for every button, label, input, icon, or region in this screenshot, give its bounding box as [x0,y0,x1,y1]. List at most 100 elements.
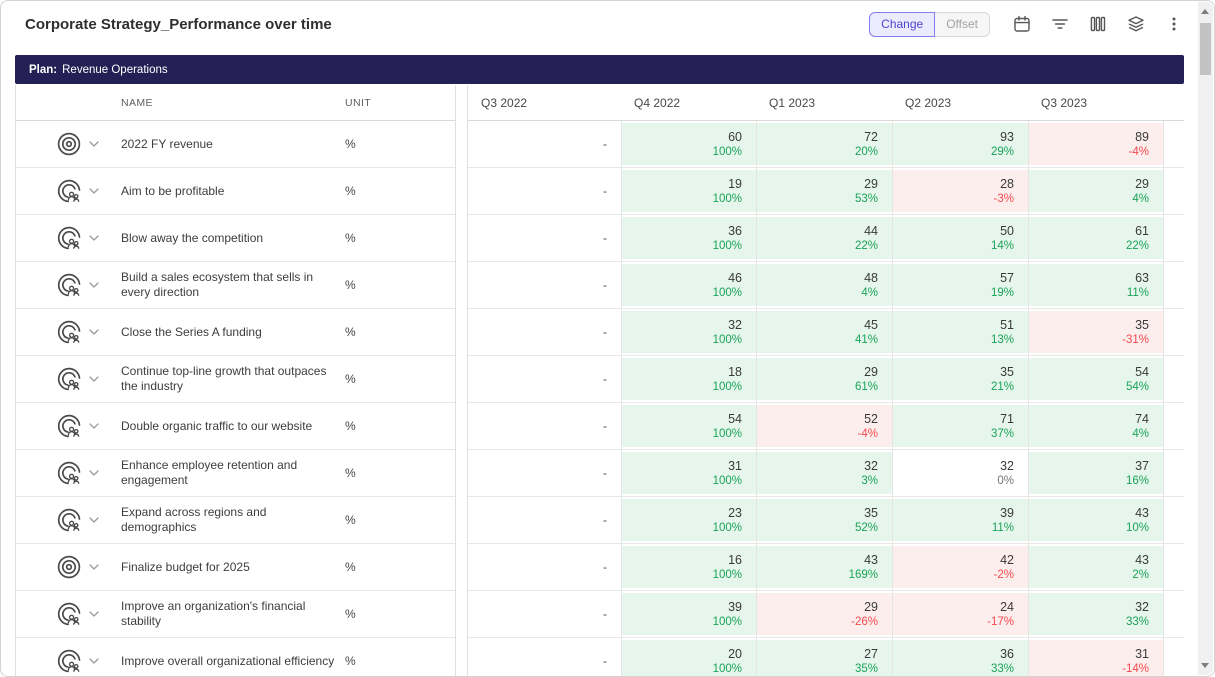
value-cell[interactable]: 31 -14% [1028,638,1163,676]
value-cell[interactable]: 44 22% [756,215,892,261]
value-cell[interactable]: 46 100% [621,262,756,308]
chevron-down-icon[interactable] [89,517,99,523]
value-cell[interactable]: 54 54% [1028,356,1163,402]
table-row[interactable]: Close the Series A funding% [16,309,455,356]
value-cell[interactable]: 36 100% [621,215,756,261]
value-cell[interactable]: 36 33% [892,638,1028,676]
chevron-down-icon[interactable] [89,235,99,241]
chevron-down-icon[interactable] [89,141,99,147]
value-cell[interactable]: 43 10% [1028,497,1163,543]
value-cell[interactable]: 93 29% [892,121,1028,167]
value-cell[interactable]: 32 100% [621,309,756,355]
kebab-menu-icon[interactable] [1164,14,1184,34]
value-cell[interactable]: - [468,215,621,261]
value-cell[interactable]: 50 14% [892,215,1028,261]
filter-icon[interactable] [1050,14,1070,34]
value-cell[interactable]: - [468,168,621,214]
value-cell[interactable]: 32 3% [756,450,892,496]
value-cell[interactable]: 27 35% [756,638,892,676]
value-cell[interactable]: - [468,121,621,167]
value-cell[interactable]: 72 20% [756,121,892,167]
value-cell[interactable]: 39 100% [621,591,756,637]
table-row[interactable]: Enhance employee retention and engagemen… [16,450,455,497]
chevron-down-icon[interactable] [89,611,99,617]
objective-name[interactable]: Finalize budget for 2025 [121,559,250,574]
objective-name[interactable]: Expand across regions and demographics [121,505,267,534]
table-row[interactable]: Double organic traffic to our website% [16,403,455,450]
value-cell[interactable]: - [468,544,621,590]
value-cell[interactable]: 71 37% [892,403,1028,449]
value-cell[interactable]: 43 2% [1028,544,1163,590]
objective-name[interactable]: Continue top-line growth that outpaces t… [121,364,327,393]
offset-toggle-button[interactable]: Offset [935,11,990,37]
value-cell[interactable]: 32 0% [892,450,1028,496]
columns-icon[interactable] [1088,14,1108,34]
table-row[interactable]: Improve an organization's financial stab… [16,591,455,638]
value-cell[interactable]: 18 100% [621,356,756,402]
value-cell[interactable]: 29 61% [756,356,892,402]
value-cell[interactable]: 37 16% [1028,450,1163,496]
value-cell[interactable]: 24 -17% [892,591,1028,637]
value-cell[interactable]: 63 11% [1028,262,1163,308]
value-cell[interactable]: - [468,450,621,496]
chevron-down-icon[interactable] [89,423,99,429]
vertical-scrollbar[interactable] [1198,2,1213,675]
value-cell[interactable]: 29 -26% [756,591,892,637]
chevron-down-icon[interactable] [89,188,99,194]
calendar-icon[interactable] [1012,14,1032,34]
objective-name[interactable]: 2022 FY revenue [121,136,213,151]
layers-icon[interactable] [1126,14,1146,34]
value-cell[interactable]: - [468,309,621,355]
scroll-up-arrow-icon[interactable] [1201,9,1209,14]
change-toggle-button[interactable]: Change [869,11,936,37]
scrollbar-thumb[interactable] [1200,23,1211,75]
value-cell[interactable]: - [468,262,621,308]
chevron-down-icon[interactable] [89,658,99,664]
chevron-down-icon[interactable] [89,329,99,335]
table-row[interactable]: Build a sales ecosystem that sells in ev… [16,262,455,309]
value-cell[interactable]: 52 -4% [756,403,892,449]
objective-name[interactable]: Improve an organization's financial stab… [121,599,306,628]
table-row[interactable]: Expand across regions and demographics% [16,497,455,544]
value-cell[interactable]: 61 22% [1028,215,1163,261]
value-cell[interactable]: - [468,356,621,402]
objective-name[interactable]: Double organic traffic to our website [121,418,313,433]
objective-name[interactable]: Build a sales ecosystem that sells in ev… [121,270,314,299]
value-cell[interactable]: 39 11% [892,497,1028,543]
value-cell[interactable]: 48 4% [756,262,892,308]
chevron-down-icon[interactable] [89,376,99,382]
value-cell[interactable]: 20 100% [621,638,756,676]
value-cell[interactable]: 32 33% [1028,591,1163,637]
table-row[interactable]: Aim to be profitable% [16,168,455,215]
chevron-down-icon[interactable] [89,564,99,570]
value-cell[interactable]: 19 100% [621,168,756,214]
value-cell[interactable]: - [468,591,621,637]
objective-name[interactable]: Improve overall organizational efficienc… [121,653,335,668]
value-cell[interactable]: 31 100% [621,450,756,496]
objective-name[interactable]: Close the Series A funding [121,324,262,339]
value-cell[interactable]: 57 19% [892,262,1028,308]
value-cell[interactable]: - [468,497,621,543]
value-cell[interactable]: - [468,638,621,676]
objective-name[interactable]: Aim to be profitable [121,183,225,198]
value-cell[interactable]: 74 4% [1028,403,1163,449]
value-cell[interactable]: 43 169% [756,544,892,590]
objective-name[interactable]: Blow away the competition [121,230,264,245]
table-row[interactable]: Finalize budget for 2025% [16,544,455,591]
value-cell[interactable]: 29 53% [756,168,892,214]
value-cell[interactable]: 23 100% [621,497,756,543]
value-cell[interactable]: 60 100% [621,121,756,167]
table-row[interactable]: 2022 FY revenue% [16,121,455,168]
scroll-down-arrow-icon[interactable] [1201,663,1209,668]
value-cell[interactable]: 28 -3% [892,168,1028,214]
value-cell[interactable]: 16 100% [621,544,756,590]
value-cell[interactable]: 89 -4% [1028,121,1163,167]
value-cell[interactable]: - [468,403,621,449]
table-row[interactable]: Improve overall organizational efficienc… [16,638,455,676]
value-cell[interactable]: 35 21% [892,356,1028,402]
chevron-down-icon[interactable] [89,282,99,288]
value-cell[interactable]: 51 13% [892,309,1028,355]
value-cell[interactable]: 45 41% [756,309,892,355]
value-cell[interactable]: 54 100% [621,403,756,449]
chevron-down-icon[interactable] [89,470,99,476]
